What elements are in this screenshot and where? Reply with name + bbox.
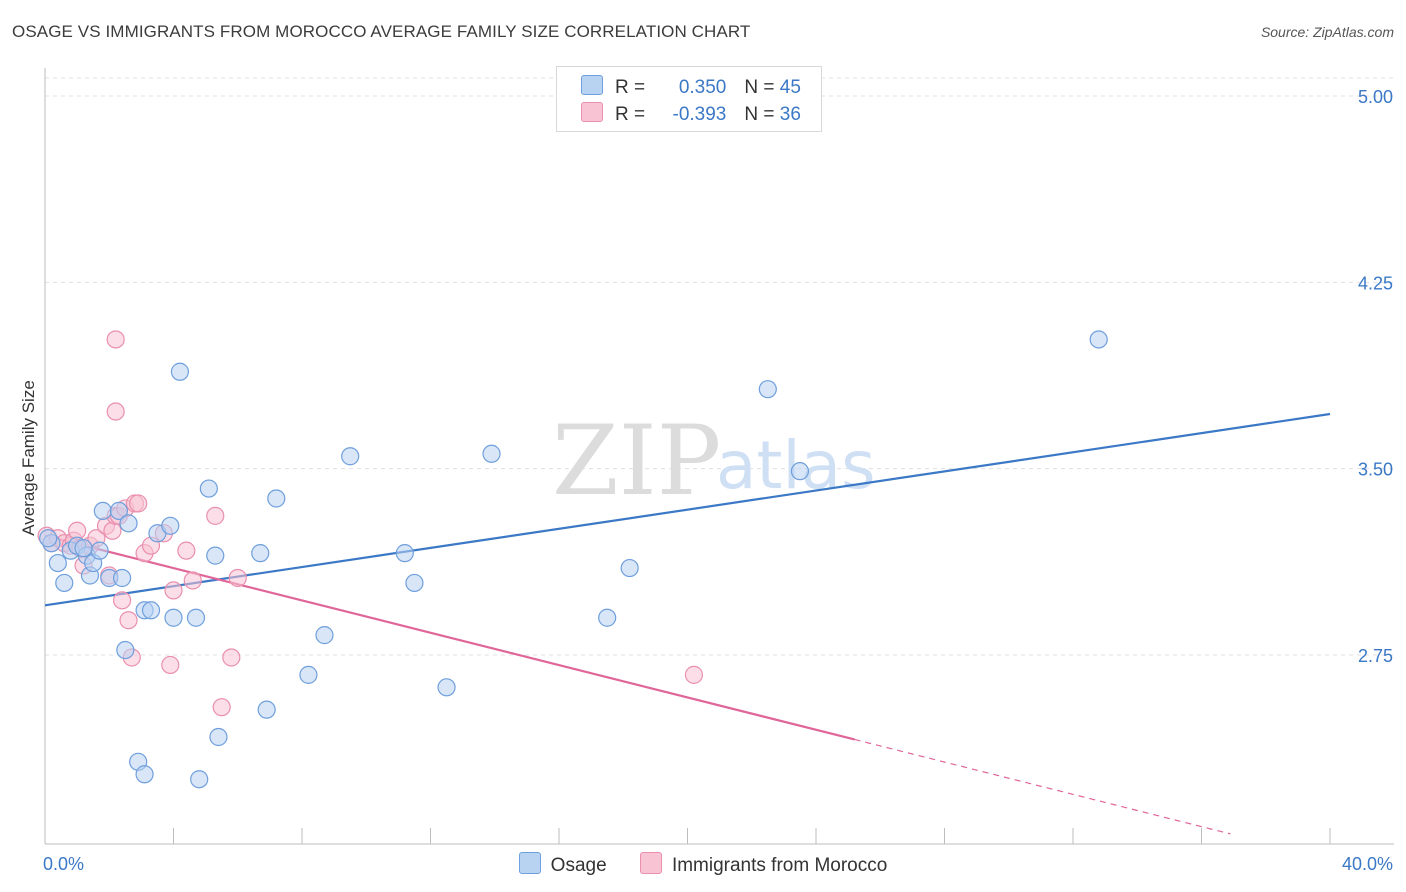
morocco-point	[106, 330, 125, 349]
x-tick-labels: 0.0% 40.0%	[43, 854, 1393, 874]
osage-point	[341, 447, 360, 466]
morocco-point	[684, 665, 704, 684]
data-points	[37, 330, 1108, 789]
osage-point	[758, 380, 777, 399]
y-tick-labels: 2.75 3.50 4.25 5.00	[1358, 87, 1393, 666]
osage-point	[109, 501, 128, 521]
source-label: Source: ZipAtlas.com	[1260, 24, 1394, 40]
grid-lines	[45, 77, 1394, 656]
legend-item-morocco: Immigrants from Morocco	[639, 852, 888, 877]
morocco-point	[212, 698, 231, 717]
x-tick-label: 0.0%	[43, 854, 84, 874]
legend-r-label: R =	[615, 104, 651, 125]
chart-title: OSAGE VS IMMIGRANTS FROM MOROCCO AVERAGE…	[12, 22, 751, 41]
legend-r-label: R =	[615, 77, 651, 98]
osage-point	[405, 573, 424, 593]
morocco-point	[164, 581, 183, 600]
legend-label-osage: Osage	[550, 855, 607, 876]
correlation-legend: R = 0.350 N = 45 R = -0.393 N = 36	[556, 66, 822, 132]
legend-row-morocco: R = -0.393 N = 36	[581, 102, 801, 126]
morocco-point	[206, 506, 225, 525]
morocco-point	[222, 648, 241, 667]
morocco-point	[129, 494, 148, 513]
osage-point	[161, 516, 180, 535]
legend-n-value: 45	[779, 77, 801, 98]
morocco-point	[112, 591, 132, 610]
osage-point	[141, 601, 161, 620]
trend-lines	[44, 412, 1331, 835]
morocco-point	[161, 655, 180, 675]
osage-point	[93, 501, 112, 521]
morocco-trend-line	[44, 534, 855, 741]
morocco-trend-extension	[854, 738, 1231, 835]
osage-point	[598, 608, 617, 627]
osage-point	[251, 544, 270, 563]
osage-point	[48, 553, 67, 573]
morocco-point	[228, 568, 247, 588]
y-tick-label: 4.25	[1358, 273, 1393, 293]
osage-point	[190, 770, 209, 789]
osage-point	[55, 573, 74, 593]
osage-point	[257, 700, 276, 719]
morocco-point	[106, 402, 125, 421]
legend-item-osage: Osage	[518, 852, 607, 877]
osage-point	[74, 539, 93, 558]
legend-n-value: 36	[779, 104, 801, 125]
legend-row-osage: R = 0.350 N = 45	[581, 75, 801, 99]
osage-point	[620, 558, 639, 578]
osage-point	[482, 444, 501, 463]
y-tick-label: 5.00	[1358, 87, 1393, 107]
osage-point	[199, 479, 218, 498]
osage-point	[186, 608, 206, 627]
osage-legend-swatch	[518, 852, 541, 874]
watermark: ZIP atlas	[552, 405, 876, 517]
morocco-legend-swatch	[639, 852, 662, 874]
osage-point	[164, 608, 183, 627]
morocco-point	[183, 571, 202, 590]
series-legend: Osage Immigrants from Morocco	[0, 852, 1406, 877]
legend-n-label: N =	[744, 77, 780, 98]
axes	[44, 68, 1394, 845]
y-tick-label: 2.75	[1358, 646, 1393, 666]
osage-point	[267, 489, 286, 508]
osage-point	[90, 541, 109, 560]
watermark-zip: ZIP	[552, 405, 721, 517]
osage-point	[112, 568, 132, 588]
osage-point	[135, 765, 154, 784]
osage-point	[315, 626, 334, 645]
y-axis-title: Average Family Size	[19, 380, 38, 536]
legend-label-morocco: Immigrants from Morocco	[671, 855, 888, 876]
osage-point	[206, 546, 225, 565]
osage-trend-line	[44, 412, 1331, 607]
osage-swatch	[581, 75, 603, 95]
legend-n-label: N =	[744, 104, 780, 125]
legend-r-value: 0.350	[678, 77, 727, 98]
x-tick-label: 40.0%	[1342, 854, 1393, 874]
osage-point	[395, 544, 414, 563]
osage-point	[39, 529, 58, 548]
osage-point	[170, 362, 190, 381]
osage-point	[119, 514, 138, 533]
osage-point	[437, 678, 456, 697]
osage-point	[299, 665, 318, 684]
morocco-swatch	[581, 102, 603, 122]
osage-point	[1089, 330, 1108, 349]
y-tick-label: 3.50	[1358, 460, 1393, 480]
morocco-point	[119, 611, 138, 630]
osage-point	[790, 462, 810, 481]
osage-point	[116, 640, 135, 660]
osage-point	[209, 727, 228, 747]
legend-r-value: -0.393	[672, 104, 727, 125]
morocco-point	[177, 541, 196, 560]
